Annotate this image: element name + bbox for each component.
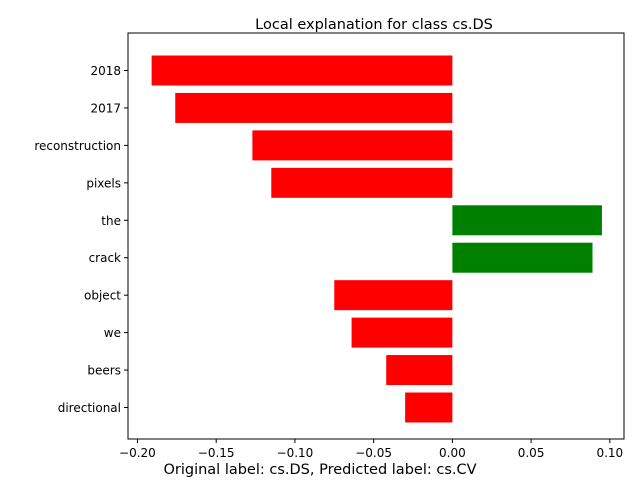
bar-reconstruction bbox=[252, 130, 453, 161]
bar-we bbox=[351, 317, 453, 348]
bar-pixels bbox=[271, 167, 453, 198]
y-tick-label: beers bbox=[87, 364, 121, 378]
y-tick-label: reconstruction bbox=[34, 139, 121, 153]
x-tick-label: −0.05 bbox=[355, 446, 392, 460]
plot-frame bbox=[127, 32, 625, 440]
x-tick-label: −0.10 bbox=[277, 446, 314, 460]
chart-footer-label: Original label: cs.DS, Predicted label: … bbox=[163, 462, 476, 478]
bar-beers bbox=[386, 355, 453, 386]
x-tick-label: 0.00 bbox=[439, 446, 466, 460]
bar-directional bbox=[405, 392, 453, 423]
y-tick-label: we bbox=[104, 326, 121, 340]
x-tick-label: −0.15 bbox=[198, 446, 235, 460]
bar-object bbox=[334, 280, 453, 311]
y-tick-label: 2018 bbox=[90, 64, 121, 78]
bar-the bbox=[452, 205, 602, 236]
y-tick-label: pixels bbox=[86, 176, 121, 190]
x-tick-label: 0.10 bbox=[596, 446, 623, 460]
x-tick-label: −0.20 bbox=[119, 446, 156, 460]
chart-title: Local explanation for class cs.DS bbox=[255, 17, 493, 33]
x-axis-ticks: −0.20 −0.15 −0.10 −0.05 0.00 0.05 0.10 bbox=[119, 439, 623, 460]
x-tick-label: 0.05 bbox=[518, 446, 545, 460]
y-axis-ticks: 2018 2017 reconstruction pixels the crack obje… bbox=[34, 64, 128, 415]
y-tick-label: the bbox=[101, 214, 121, 228]
bars-group bbox=[151, 55, 602, 423]
bar-2018 bbox=[151, 55, 453, 86]
y-tick-label: object bbox=[84, 289, 121, 303]
y-tick-label: crack bbox=[89, 251, 121, 265]
y-tick-label: directional bbox=[58, 401, 121, 415]
y-tick-label: 2017 bbox=[90, 101, 121, 115]
bar-2017 bbox=[175, 92, 453, 123]
bar-crack bbox=[452, 242, 593, 273]
